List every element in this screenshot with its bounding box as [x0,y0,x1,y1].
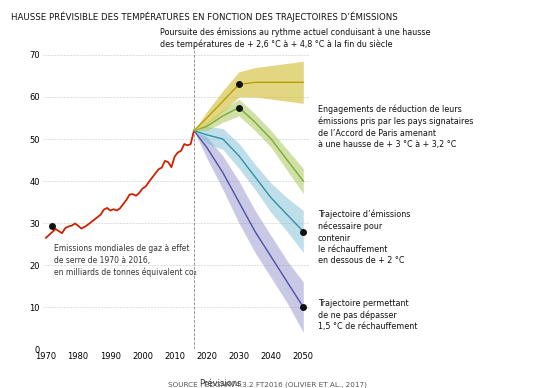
Point [299,229,308,235]
Text: Engagements de réduction de leurs
émissions pris par les pays signataires
de l’A: Engagements de réduction de leurs émissi… [318,105,473,149]
Text: Poursuite des émissions au rythme actuel conduisant à une hausse
des température: Poursuite des émissions au rythme actuel… [160,27,431,49]
Text: SOURCE : EDGARV4.3.2 FT2016 (OLIVIER ET AL., 2017): SOURCE : EDGARV4.3.2 FT2016 (OLIVIER ET … [168,381,366,388]
Text: Trajectoire d’émissions
nécessaire pour
contenir
le réchauffement
en dessous de : Trajectoire d’émissions nécessaire pour … [318,210,410,265]
Text: Emissions mondiales de gaz à effet
de serre de 1970 à 2016,
en milliards de tonn: Emissions mondiales de gaz à effet de se… [54,244,197,277]
Point [48,223,57,230]
Point [234,81,243,88]
Point [234,104,243,111]
Text: Prévisions: Prévisions [199,379,241,388]
Text: HAUSSE PRÉVISIBLE DES TEMPÉRATURES EN FONCTION DES TRAJECTOIRES D’ÉMISSIONS: HAUSSE PRÉVISIBLE DES TEMPÉRATURES EN FO… [11,12,397,22]
Text: Trajectoire permettant
de ne pas dépasser
1,5 °C de réchauffement: Trajectoire permettant de ne pas dépasse… [318,299,417,331]
Point [299,304,308,310]
